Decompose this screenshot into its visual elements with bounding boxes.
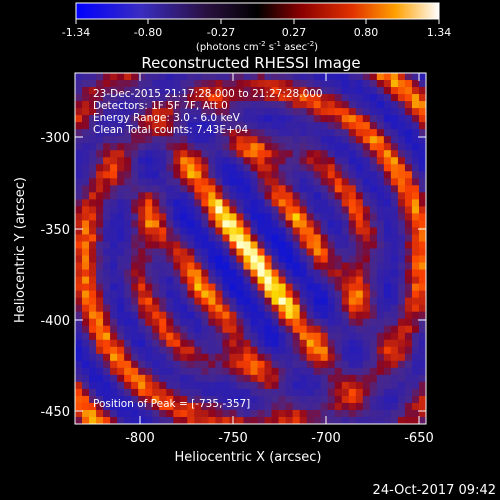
info-total-counts: Clean Total counts: 7.43E+04 [93,124,248,136]
info-detectors: Detectors: 1F 5F 7F, Att 0 [93,100,228,112]
rhessi-image [75,73,426,424]
y-tick-label: -400 [40,314,70,329]
x-tick-label: -650 [404,431,434,446]
y-tick-label: -350 [40,223,70,238]
colorbar [75,2,440,20]
x-tick-label: -700 [311,431,341,446]
y-axis-label: Heliocentric Y (arcsec) [13,177,28,323]
y-tick-label: -450 [40,405,70,420]
plot-frame [74,72,427,425]
colorbar-ticks [75,19,440,24]
info-time-range: 23-Dec-2015 21:17:28.000 to 21:27:28.000 [93,88,323,100]
axis-ticks [75,73,426,424]
colorbar-tick-label: 0.27 [282,26,307,39]
colorbar-tick-label: -1.34 [62,26,90,39]
colorbar-units: (photons cm-2 s-1 asec-2) [196,40,318,53]
y-tick-label: -300 [40,131,70,146]
x-tick-label: -750 [218,431,248,446]
colorbar-tick-label: 0.80 [354,26,379,39]
info-energy-range: Energy Range: 3.0 - 6.0 keV [93,112,241,124]
colorbar-tick-label: -0.27 [207,26,235,39]
colorbar-tick-label: 1.34 [427,26,452,39]
plot-title: Reconstructed RHESSI Image [141,54,360,72]
peak-position: Position of Peak = [-735,-357] [93,398,250,410]
timestamp: 24-Oct-2017 09:42 [373,483,496,498]
x-tick-label: -800 [125,431,155,446]
x-axis-label: Heliocentric X (arcsec) [175,450,322,465]
colorbar-tick-label: -0.80 [134,26,162,39]
